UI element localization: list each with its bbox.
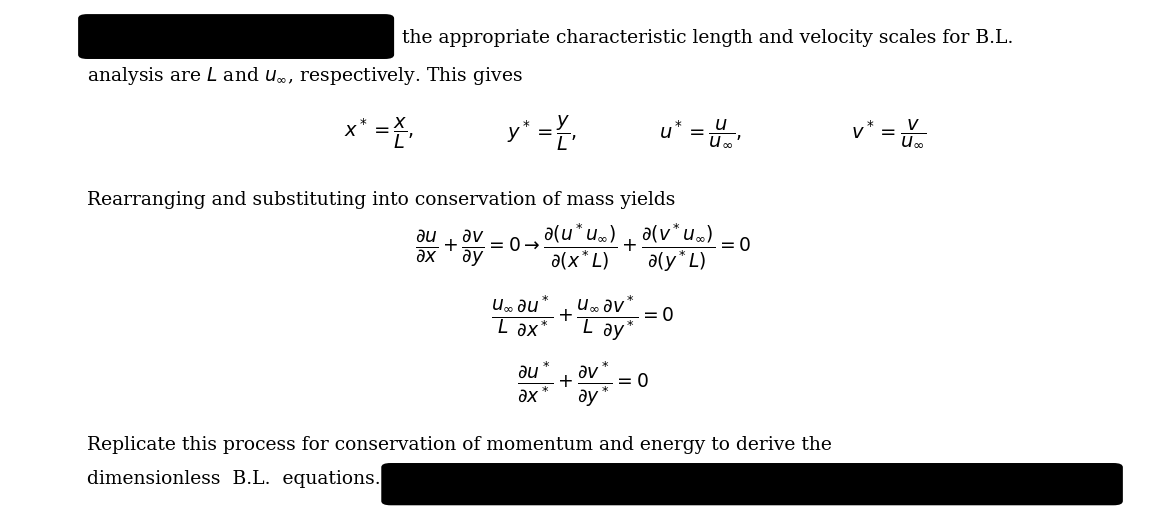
Text: Rearranging and substituting into conservation of mass yields: Rearranging and substituting into conser… xyxy=(87,191,676,208)
Text: $\dfrac{u_{\infty}}{L}\dfrac{\partial u^*}{\partial x^*} + \dfrac{u_{\infty}}{L}: $\dfrac{u_{\infty}}{L}\dfrac{\partial u^… xyxy=(491,293,675,343)
Text: Replicate this process for conservation of momentum and energy to derive the: Replicate this process for conservation … xyxy=(87,436,833,454)
Text: dimensionless  B.L.  equations.: dimensionless B.L. equations. xyxy=(87,470,381,488)
Text: $y^* = \dfrac{y}{L},$: $y^* = \dfrac{y}{L},$ xyxy=(507,114,577,152)
Text: $v^* = \dfrac{v}{u_{\infty}}$: $v^* = \dfrac{v}{u_{\infty}}$ xyxy=(851,117,927,149)
Text: $\dfrac{\partial u^*}{\partial x^*} + \dfrac{\partial v^*}{\partial y^*} = 0$: $\dfrac{\partial u^*}{\partial x^*} + \d… xyxy=(517,359,649,409)
Text: analysis are $L$ and $u_{\infty}$, respectively. This gives: analysis are $L$ and $u_{\infty}$, respe… xyxy=(87,65,524,87)
Text: the appropriate characteristic length and velocity scales for B.L.: the appropriate characteristic length an… xyxy=(402,29,1013,46)
Text: $x^* = \dfrac{x}{L},$: $x^* = \dfrac{x}{L},$ xyxy=(344,115,414,151)
FancyBboxPatch shape xyxy=(381,463,1123,505)
Text: $\dfrac{\partial u}{\partial x} + \dfrac{\partial v}{\partial y} = 0 \rightarrow: $\dfrac{\partial u}{\partial x} + \dfrac… xyxy=(415,222,751,274)
FancyBboxPatch shape xyxy=(78,14,394,59)
Text: $u^* = \dfrac{u}{u_{\infty}},$: $u^* = \dfrac{u}{u_{\infty}},$ xyxy=(659,117,742,149)
